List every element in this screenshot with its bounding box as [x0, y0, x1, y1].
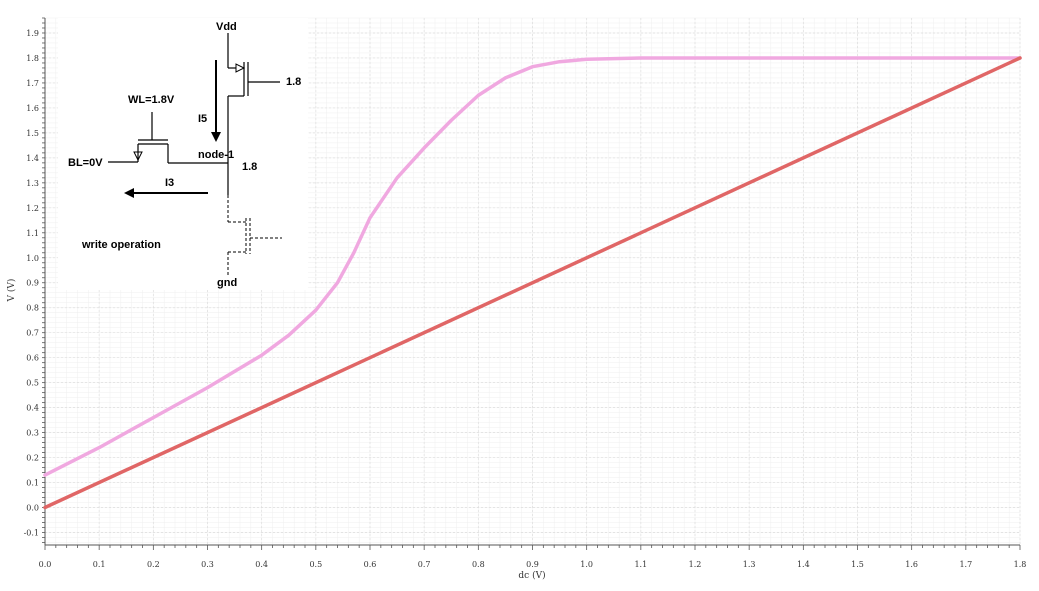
x-tick-label: 0.2: [147, 560, 160, 569]
access-nmos-symbol: [108, 112, 228, 164]
series-line-2: [43, 56, 1022, 510]
x-axis-label: dc (V): [518, 570, 545, 581]
x-tick-label: 0.0: [39, 560, 52, 569]
i3-arrow-icon: [124, 188, 208, 198]
x-tick-label: 0.1: [93, 560, 106, 569]
i3-label: I3: [165, 177, 174, 189]
bl-label: BL=0V: [68, 157, 103, 169]
x-tick-label: 1.5: [851, 560, 864, 569]
y-tick-label: -0.1: [24, 529, 39, 538]
x-tick-label: 0.5: [309, 560, 322, 569]
y-axis-label: V (V): [6, 279, 17, 303]
x-tick-label: 1.1: [634, 560, 647, 569]
y-tick-label: 0.1: [26, 479, 39, 488]
inset-caption: write operation: [81, 239, 161, 251]
x-tick-label: 0.9: [526, 560, 539, 569]
i5-label: I5: [198, 113, 207, 125]
gnd-label: gnd: [217, 277, 237, 289]
pulldown-nmos-dashed-symbol: [227, 195, 282, 275]
y-tick-label: 1.5: [26, 129, 39, 138]
schematic-inset: Vdd 1.8 I5 WL=1.8V: [58, 18, 308, 290]
y-tick-label: 1.1: [26, 229, 39, 238]
y-tick-label: 1.8: [26, 54, 39, 63]
y-tick-label: 0.5: [26, 379, 39, 388]
inset-background: [58, 18, 308, 290]
i5-arrow-icon: [211, 60, 221, 142]
x-tick-label: 1.2: [689, 560, 702, 569]
y-tick-label: 0.4: [26, 404, 39, 413]
series-line-1: [43, 56, 1022, 477]
y-tick-label: 1.2: [26, 204, 39, 213]
x-tick-label: 0.3: [201, 560, 214, 569]
x-tick-label: 1.0: [580, 560, 593, 569]
wl-label: WL=1.8V: [128, 94, 175, 106]
node-label: node-1: [198, 149, 234, 161]
pmos-transistor-symbol: [227, 62, 280, 195]
y-tick-label: 0.8: [26, 304, 39, 313]
x-tick-label: 1.4: [797, 560, 810, 569]
y-tick-label: 1.3: [26, 179, 39, 188]
y-tick-label: 0.7: [26, 329, 39, 338]
x-tick-label: 0.8: [472, 560, 485, 569]
y-tick-label: 0.6: [26, 354, 39, 363]
vdd-label: Vdd: [216, 21, 237, 33]
x-tick-label: 0.7: [418, 560, 431, 569]
x-tick-label: 1.7: [959, 560, 972, 569]
y-tick-label: 1.7: [26, 79, 39, 88]
series-layer: [43, 56, 1022, 510]
y-tick-label: 0.3: [26, 429, 39, 438]
x-tick-label: 1.6: [905, 560, 918, 569]
axes: 0.0 0.1 0.2 0.3 0.4 0.5 0.6 0.7 0.8 0.9 1.0 1.1 1.2 1…: [24, 17, 1027, 569]
y-tick-label: 0.9: [26, 279, 39, 288]
y-tick-label: 1.6: [26, 104, 39, 113]
x-tick-label: 0.4: [255, 560, 268, 569]
y-tick-label: 0.2: [26, 454, 39, 463]
y-tick-label: 1.0: [26, 254, 39, 263]
x-tick-label: 1.3: [743, 560, 756, 569]
x-tick-label: 0.6: [364, 560, 377, 569]
pmos-gate-value: 1.8: [286, 76, 301, 88]
y-tick-label: 1.9: [26, 29, 39, 38]
x-tick-label: 1.8: [1014, 560, 1027, 569]
node-value: 1.8: [242, 161, 257, 173]
y-tick-label: 0.0: [26, 504, 39, 513]
y-tick-label: 1.4: [26, 154, 39, 163]
